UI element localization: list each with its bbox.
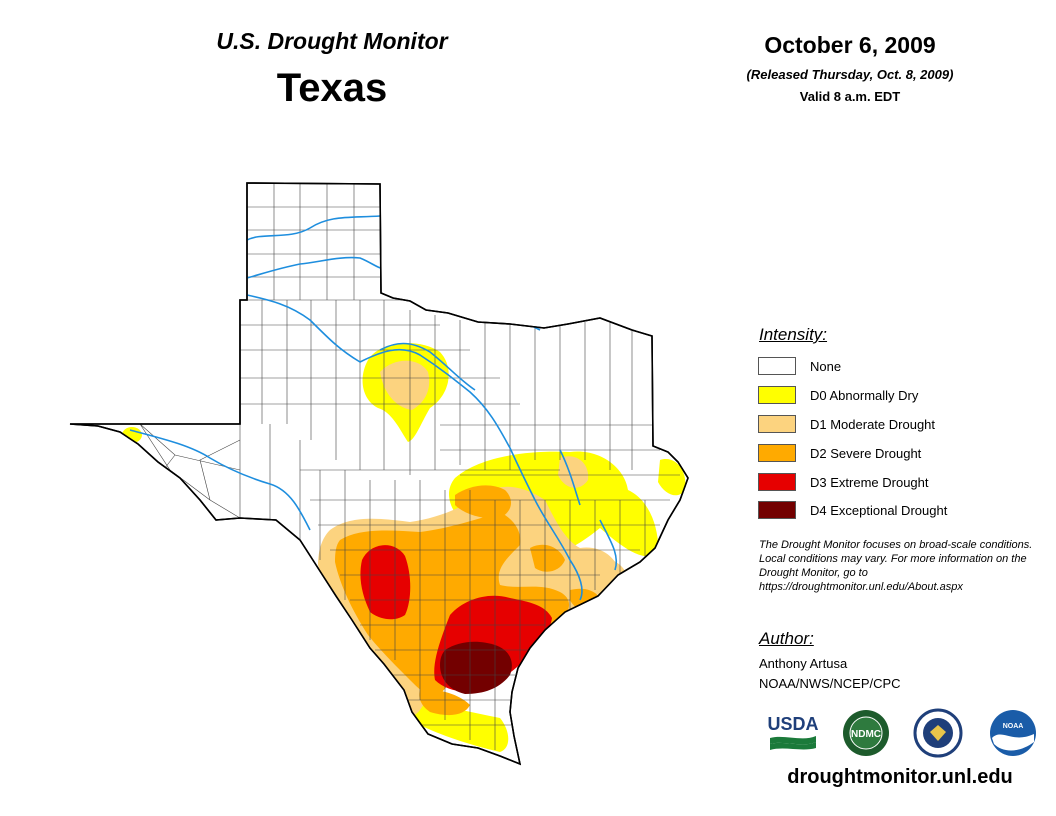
usda-logo: USDA xyxy=(767,714,819,750)
release-date: (Released Thursday, Oct. 8, 2009) xyxy=(746,67,954,82)
legend-item: None xyxy=(758,355,841,377)
author-heading: Author: xyxy=(759,629,814,648)
state-border xyxy=(69,182,689,766)
department-of-commerce-seal-logo xyxy=(913,708,963,758)
rivers xyxy=(129,215,618,601)
legend-item: D1 Moderate Drought xyxy=(758,413,935,435)
legend-title: Intensity: xyxy=(759,325,828,344)
website-url[interactable]: droughtmonitor.unl.edu xyxy=(787,766,1013,788)
map-date: October 6, 2009 xyxy=(764,32,936,58)
author-name: Anthony Artusa xyxy=(759,656,848,671)
legend-swatch xyxy=(758,473,796,491)
legend-label: None xyxy=(810,358,842,374)
legend-swatch xyxy=(758,444,796,462)
legend-swatch xyxy=(758,386,796,404)
ndmc-logo: NDMC xyxy=(843,710,889,756)
legend-swatch xyxy=(758,415,796,433)
legend-label: D0 Abnormally Dry xyxy=(810,387,919,403)
author-organization: NOAA/NWS/NCEP/CPC xyxy=(759,676,901,691)
legend-item: D3 Extreme Drought xyxy=(758,471,929,493)
legend-label: D4 Exceptional Drought xyxy=(810,502,948,518)
legend-item: D2 Severe Drought xyxy=(758,442,921,464)
legend-swatch xyxy=(758,357,796,375)
disclaimer-note: The Drought Monitor focuses on broad-sca… xyxy=(759,539,1033,593)
legend-label: D1 Moderate Drought xyxy=(810,416,936,432)
valid-time: Valid 8 a.m. EDT xyxy=(799,89,901,104)
noaa-logo: NOAA xyxy=(990,710,1036,756)
product-title: U.S. Drought Monitor xyxy=(216,28,448,54)
svg-text:NOAA: NOAA xyxy=(1003,723,1024,730)
texas-drought-map xyxy=(69,182,689,766)
svg-text:USDA: USDA xyxy=(767,714,818,734)
legend-item: D4 Exceptional Drought xyxy=(758,499,947,521)
legend-label: D2 Severe Drought xyxy=(810,445,922,461)
legend-label: D3 Extreme Drought xyxy=(810,474,929,490)
legend-item: D0 Abnormally Dry xyxy=(758,384,918,406)
d4-areas xyxy=(440,641,512,694)
region-title: Texas xyxy=(276,66,388,110)
svg-text:NDMC: NDMC xyxy=(851,729,881,740)
legend-swatch xyxy=(758,501,796,519)
